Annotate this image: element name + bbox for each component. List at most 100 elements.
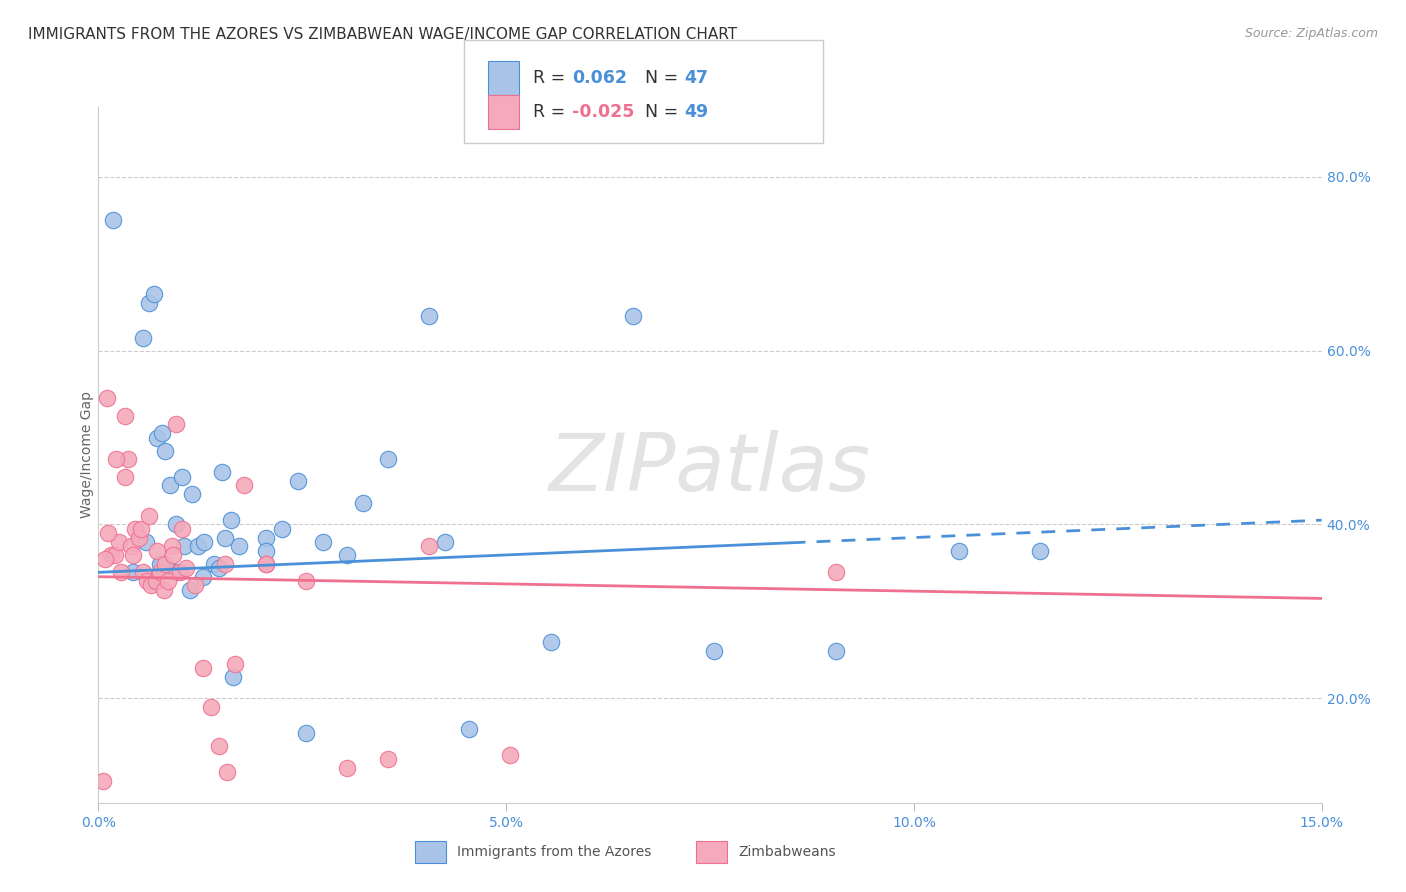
Point [135,534,157,549]
Point [418,309,440,323]
Point [114,409,136,423]
Point [183,578,205,592]
Point [254,543,277,558]
Point [200,700,222,714]
Point [149,566,172,580]
Point [352,496,374,510]
Point [104,548,127,562]
Point [377,752,399,766]
Point [160,539,183,553]
Text: -0.025: -0.025 [572,103,634,121]
Point [146,430,169,444]
Point [149,557,172,571]
Point [165,566,187,580]
Text: Immigrants from the Azores: Immigrants from the Azores [457,845,651,859]
Point [138,508,160,523]
Text: R =: R = [533,103,571,121]
Point [214,531,236,545]
Point [336,761,359,775]
Point [270,522,294,536]
Point [433,534,456,549]
Point [105,452,128,467]
Point [703,643,725,657]
Point [145,574,167,588]
Point [100,548,122,562]
Point [169,566,191,580]
Point [110,566,132,580]
Point [141,574,163,588]
Point [96,392,118,406]
Point [114,469,136,483]
Point [150,426,173,441]
Point [287,474,309,488]
Text: N =: N = [634,103,683,121]
Point [948,543,970,558]
Point [142,287,165,301]
Point [156,574,179,588]
Text: Zimbabweans: Zimbabweans [738,845,835,859]
Point [224,657,246,671]
Point [222,670,245,684]
Point [208,561,231,575]
Point [132,330,155,344]
Point [621,309,644,323]
Point [228,539,250,553]
Point [138,295,160,310]
Point [159,478,181,492]
Point [377,452,399,467]
Text: 47: 47 [685,69,709,87]
Point [162,548,184,562]
Point [211,466,233,480]
Point [173,539,195,553]
Point [187,539,209,553]
Point [152,582,174,597]
Point [132,566,155,580]
Text: R =: R = [533,69,571,87]
Text: N =: N = [634,69,683,87]
Text: ZIPatlas: ZIPatlas [548,430,872,508]
Point [121,548,143,562]
Text: 0.062: 0.062 [572,69,627,87]
Point [165,517,187,532]
Point [94,552,117,566]
Point [91,774,114,789]
Point [136,574,159,588]
Point [825,643,848,657]
Point [540,635,562,649]
Point [170,522,193,536]
Point [176,561,198,575]
Point [129,522,152,536]
Text: Source: ZipAtlas.com: Source: ZipAtlas.com [1244,27,1378,40]
Point [219,513,242,527]
Point [295,574,318,588]
Point [1029,543,1052,558]
Y-axis label: Wage/Income Gap: Wage/Income Gap [80,392,94,518]
Point [312,534,335,549]
Point [458,722,481,736]
Point [117,452,139,467]
Point [120,539,142,553]
Point [101,213,124,227]
Point [181,487,204,501]
Text: 49: 49 [685,103,709,121]
Point [165,417,187,432]
Point [179,582,201,597]
Point [170,469,193,483]
Point [202,557,225,571]
Point [825,566,848,580]
Point [214,557,236,571]
Point [150,557,173,571]
Point [191,570,214,584]
Point [254,531,277,545]
Point [108,534,131,549]
Point [97,526,120,541]
Point [155,557,177,571]
Point [499,747,522,762]
Point [232,478,254,492]
Point [128,531,150,545]
Point [141,578,163,592]
Point [295,726,318,740]
Point [254,557,277,571]
Point [336,548,359,562]
Point [191,661,214,675]
